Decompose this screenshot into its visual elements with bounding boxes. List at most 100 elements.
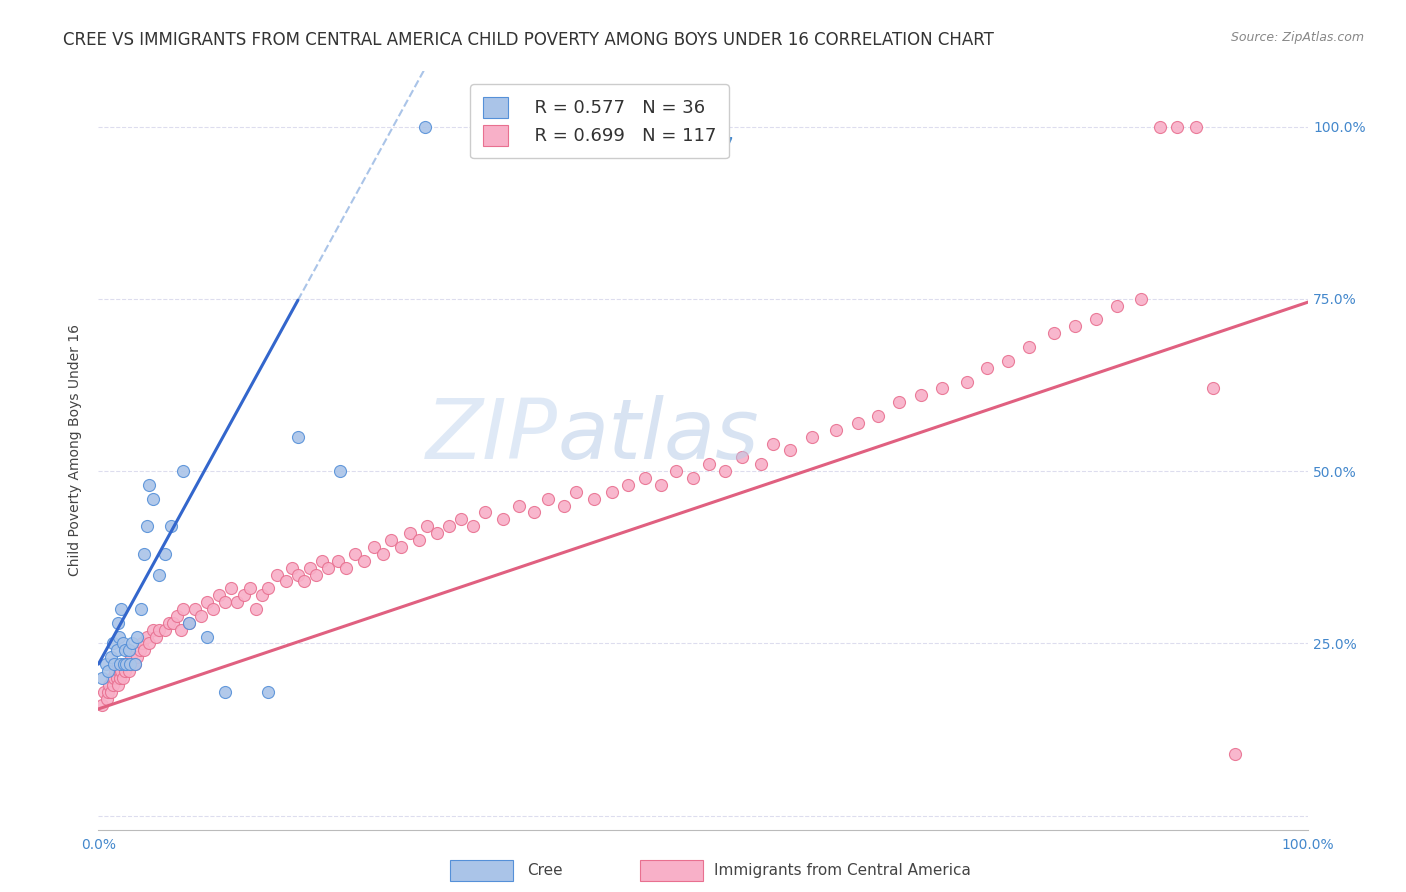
Point	[371, 547, 394, 561]
Point	[389, 540, 412, 554]
Point	[127, 630, 149, 644]
Point	[682, 471, 704, 485]
Point	[166, 608, 188, 623]
Point	[115, 657, 138, 672]
Point	[112, 657, 135, 672]
Point	[1202, 381, 1225, 395]
Point	[100, 684, 122, 698]
Point	[202, 602, 225, 616]
Point	[160, 519, 183, 533]
Point	[292, 574, 315, 589]
Point	[148, 567, 170, 582]
Point	[305, 567, 328, 582]
Point	[363, 540, 385, 554]
Point	[97, 664, 120, 678]
Point	[910, 388, 932, 402]
Text: Immigrants from Central America: Immigrants from Central America	[714, 863, 972, 878]
Point	[299, 560, 322, 574]
Point	[416, 519, 439, 533]
Point	[617, 478, 640, 492]
Point	[108, 671, 131, 685]
Point	[97, 684, 120, 698]
Point	[868, 409, 890, 423]
Point	[232, 588, 254, 602]
Point	[96, 691, 118, 706]
Point	[537, 491, 560, 506]
Point	[129, 602, 152, 616]
Point	[100, 671, 122, 685]
Point	[124, 657, 146, 672]
Point	[1018, 340, 1040, 354]
Point	[142, 623, 165, 637]
Point	[749, 457, 772, 471]
Text: 117: 117	[697, 136, 734, 153]
Point	[100, 650, 122, 665]
Point	[172, 464, 194, 478]
Point	[287, 567, 309, 582]
Point	[602, 484, 624, 499]
Point	[118, 657, 141, 672]
Point	[955, 375, 977, 389]
Legend:   R = 0.577   N = 36 ,   R = 0.699   N = 117: R = 0.577 N = 36 , R = 0.699 N = 117	[470, 84, 728, 159]
Point	[145, 630, 167, 644]
Point	[138, 636, 160, 650]
Point	[195, 630, 218, 644]
Point	[190, 608, 212, 623]
Point	[353, 554, 375, 568]
Point	[94, 657, 117, 672]
Text: R =: R =	[551, 136, 591, 153]
Point	[311, 554, 333, 568]
Point	[135, 630, 157, 644]
Text: N =: N =	[648, 100, 700, 118]
Text: R =: R =	[551, 100, 591, 118]
Point	[426, 526, 449, 541]
Text: Cree: Cree	[527, 863, 562, 878]
Point	[101, 678, 124, 692]
Point	[408, 533, 430, 547]
Point	[153, 623, 176, 637]
Point	[195, 595, 218, 609]
Point	[245, 602, 267, 616]
Point	[179, 615, 201, 630]
Point	[221, 582, 243, 596]
Point	[127, 650, 149, 665]
Point	[134, 547, 156, 561]
Point	[266, 567, 288, 582]
Point	[413, 120, 436, 134]
Point	[108, 664, 131, 678]
Point	[118, 664, 141, 678]
Point	[134, 643, 156, 657]
Point	[107, 678, 129, 692]
Text: 36: 36	[697, 100, 721, 118]
Point	[214, 595, 236, 609]
Point	[162, 615, 184, 630]
Text: N =: N =	[648, 136, 700, 153]
Text: 0.699: 0.699	[591, 136, 647, 153]
Point	[124, 657, 146, 672]
Point	[138, 478, 160, 492]
Point	[208, 588, 231, 602]
Point	[463, 519, 485, 533]
Point	[103, 657, 125, 672]
Point	[179, 615, 201, 630]
Point	[105, 671, 128, 685]
Point	[93, 684, 115, 698]
Y-axis label: Child Poverty Among Boys Under 16: Child Poverty Among Boys Under 16	[69, 325, 83, 576]
Point	[184, 602, 207, 616]
Point	[115, 657, 138, 672]
Point	[239, 582, 262, 596]
Point	[887, 395, 910, 409]
Point	[634, 471, 657, 485]
Point	[131, 636, 153, 650]
Text: CREE VS IMMIGRANTS FROM CENTRAL AMERICA CHILD POVERTY AMONG BOYS UNDER 16 CORREL: CREE VS IMMIGRANTS FROM CENTRAL AMERICA …	[63, 31, 994, 49]
Point	[565, 484, 588, 499]
Point	[697, 457, 720, 471]
Point	[1105, 299, 1128, 313]
Point	[153, 547, 176, 561]
Point	[825, 423, 848, 437]
Point	[256, 582, 278, 596]
Point	[287, 430, 309, 444]
Point	[335, 560, 357, 574]
Point	[1129, 292, 1152, 306]
Point	[91, 671, 114, 685]
